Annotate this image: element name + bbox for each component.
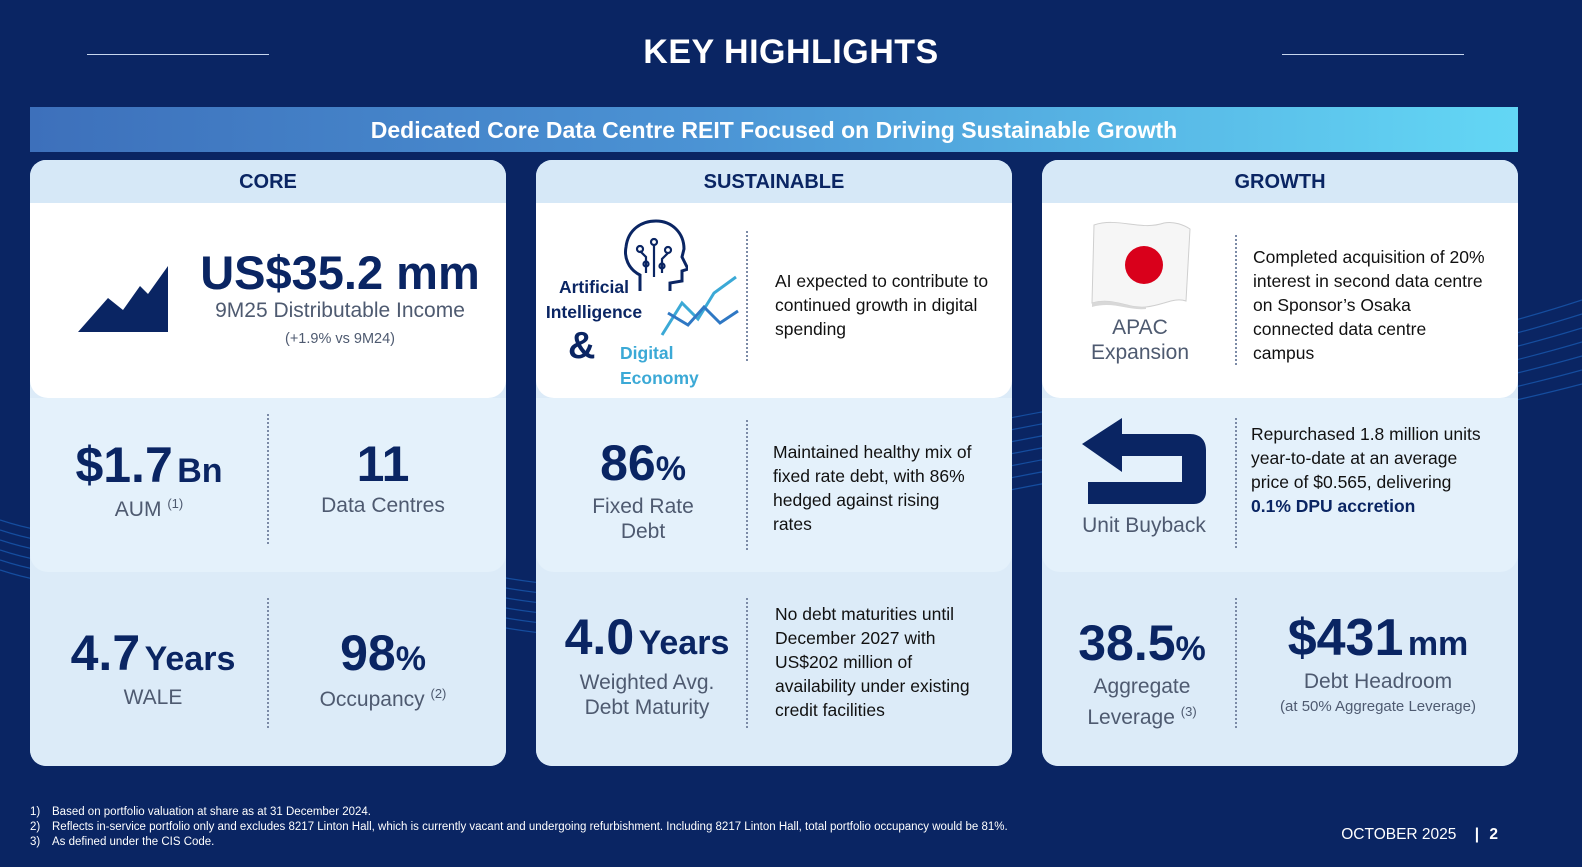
dc-label: Data Centres bbox=[321, 494, 445, 517]
headroom-value: $431 bbox=[1287, 609, 1404, 667]
maturity-block: 4.0 Years Weighted Avg. Debt Maturity bbox=[536, 608, 758, 720]
leverage-value: 38.5 bbox=[1078, 615, 1176, 671]
headroom-block: $431 mm Debt Headroom (at 50% Aggregate … bbox=[1238, 608, 1518, 715]
aum-unit: Bn bbox=[177, 452, 223, 490]
title-rule-left bbox=[87, 54, 269, 55]
apac-label: APAC Expansion bbox=[1062, 315, 1218, 365]
core-bottom-divider bbox=[267, 598, 269, 728]
wale-value: 4.7 bbox=[70, 625, 141, 681]
leverage-note: (3) bbox=[1180, 704, 1197, 719]
de-line2: Economy bbox=[620, 368, 699, 388]
sustainable-mid-divider bbox=[746, 420, 748, 550]
apac-label1: APAC bbox=[1112, 316, 1168, 339]
buyback-description: Repurchased 1.8 million units year-to-da… bbox=[1251, 422, 1481, 518]
income-label: 9M25 Distributable Income bbox=[215, 299, 465, 322]
footnotes: 1) Based on portfolio valuation at share … bbox=[30, 805, 1008, 850]
leverage-unit: % bbox=[1175, 630, 1206, 668]
fixed-rate-unit: % bbox=[655, 450, 686, 488]
wale-label: WALE bbox=[123, 686, 183, 709]
sustainable-bottom-panel: 4.0 Years Weighted Avg. Debt Maturity No… bbox=[536, 572, 1012, 766]
income-value: US$35.2 mm bbox=[200, 246, 480, 299]
ai-description: AI expected to contribute to continued g… bbox=[775, 271, 989, 339]
apac-description: Completed acquisition of 20% interest in… bbox=[1253, 247, 1485, 363]
leverage-label2: Leverage bbox=[1087, 706, 1175, 729]
aum-block: $1.7 Bn AUM (1) bbox=[30, 436, 268, 522]
wale-block: 4.7 Years WALE bbox=[30, 624, 276, 710]
de-line1: Digital bbox=[620, 343, 674, 363]
headroom-label: Debt Headroom bbox=[1303, 670, 1453, 693]
fixed-rate-description: Maintained healthy mix of fixed rate deb… bbox=[773, 442, 972, 534]
maturity-label2: Debt Maturity bbox=[584, 696, 710, 719]
leverage-block: 38.5% Aggregate Leverage (3) bbox=[1042, 614, 1242, 730]
leverage-label1: Aggregate bbox=[1093, 675, 1191, 698]
core-column: CORE US$35.2 mm 9M25 Distributable Incom… bbox=[30, 160, 506, 766]
growth-mid-divider bbox=[1235, 418, 1237, 548]
aum-label: AUM bbox=[114, 498, 162, 521]
occupancy-note: (2) bbox=[430, 686, 447, 701]
sustainable-mid-panel: 86% Fixed Rate Debt Maintained healthy m… bbox=[536, 398, 1012, 572]
core-mid-divider bbox=[267, 414, 269, 544]
headroom-sub: (at 50% Aggregate Leverage) bbox=[1280, 698, 1476, 715]
sustainable-ai-panel: Artificial Intelligence & Digital Econom… bbox=[536, 203, 1012, 398]
core-bottom-panel: 4.7 Years WALE 98% Occupancy (2) bbox=[30, 572, 506, 766]
fixed-rate-label1: Fixed Rate bbox=[592, 495, 694, 518]
sustainable-column: SUSTAINABLE Artificial Intelligence & Di… bbox=[536, 160, 1012, 766]
dc-block: 11 Data Centres bbox=[268, 436, 498, 518]
growth-column: GROWTH APAC Expansion Completed acquisit… bbox=[1042, 160, 1518, 766]
page-number: 2 bbox=[1489, 826, 1498, 843]
income-change: (+1.9% vs 9M24) bbox=[284, 331, 395, 347]
sustainable-bottom-divider bbox=[746, 598, 748, 728]
ai-head-icon bbox=[624, 219, 688, 291]
footnote-3: 3) As defined under the CIS Code. bbox=[30, 836, 215, 848]
banner: Dedicated Core Data Centre REIT Focused … bbox=[30, 107, 1518, 152]
occupancy-label: Occupancy bbox=[319, 688, 425, 711]
footnote-1: 1) Based on portfolio valuation at share … bbox=[30, 806, 372, 818]
ampersand: & bbox=[568, 325, 596, 367]
growth-apac-panel: APAC Expansion Completed acquisition of … bbox=[1042, 203, 1518, 398]
footer-separator: | bbox=[1474, 826, 1480, 843]
ai-line1: Artificial bbox=[558, 277, 630, 297]
page-footer: OCTOBER 2025 | 2 bbox=[1341, 826, 1498, 844]
ai-line2: Intelligence bbox=[545, 302, 643, 322]
page-title: KEY HIGHLIGHTS bbox=[643, 33, 939, 71]
occupancy-block: 98% Occupancy (2) bbox=[268, 624, 498, 712]
aum-value: $1.7 bbox=[75, 437, 173, 493]
ai-text: Artificial Intelligence bbox=[542, 275, 646, 325]
maturity-unit: Years bbox=[638, 624, 730, 662]
japan-flag-icon bbox=[1091, 221, 1191, 310]
growth-bottom-panel: 38.5% Aggregate Leverage (3) $431 mm Deb… bbox=[1042, 572, 1518, 766]
maturity-value: 4.0 bbox=[564, 609, 635, 665]
fixed-rate-label2: Debt bbox=[620, 520, 666, 543]
buyback-text: Repurchased 1.8 million units year-to-da… bbox=[1251, 424, 1481, 492]
maturity-label1: Weighted Avg. bbox=[579, 671, 715, 694]
maturity-description: No debt maturities until December 2027 w… bbox=[775, 604, 970, 720]
de-text: Digital Economy bbox=[620, 341, 699, 391]
growth-top-divider bbox=[1235, 235, 1237, 365]
fixed-rate-value: 86 bbox=[600, 435, 656, 491]
fixed-rate-block: 86% Fixed Rate Debt bbox=[536, 434, 750, 544]
core-mid-panel: $1.7 Bn AUM (1) 11 Data Centres bbox=[30, 398, 506, 572]
apac-label2: Expansion bbox=[1090, 341, 1190, 364]
growth-header: GROWTH bbox=[1042, 160, 1518, 203]
title-rule-right bbox=[1282, 54, 1464, 55]
growth-bottom-divider bbox=[1235, 598, 1237, 728]
trend-lines-icon bbox=[660, 275, 739, 336]
buyback-highlight: 0.1% DPU accretion bbox=[1251, 496, 1416, 516]
core-header: CORE bbox=[30, 160, 506, 203]
core-income-panel: US$35.2 mm 9M25 Distributable Income (+1… bbox=[30, 203, 506, 398]
occupancy-value: 98 bbox=[340, 625, 396, 681]
dc-value: 11 bbox=[356, 436, 410, 492]
buyback-arrow-icon bbox=[1082, 418, 1206, 504]
growth-chart-icon bbox=[78, 266, 168, 332]
buyback-label: Unit Buyback bbox=[1082, 514, 1206, 537]
headroom-unit: mm bbox=[1407, 625, 1469, 663]
occupancy-unit: % bbox=[395, 640, 426, 678]
growth-mid-panel: Unit Buyback Repurchased 1.8 million uni… bbox=[1042, 398, 1518, 572]
sustainable-top-divider bbox=[746, 231, 748, 361]
footer-date: OCTOBER 2025 bbox=[1341, 826, 1457, 843]
wale-unit: Years bbox=[144, 640, 236, 678]
aum-note: (1) bbox=[167, 496, 184, 511]
sustainable-header: SUSTAINABLE bbox=[536, 160, 1012, 203]
footnote-2: 2) Reflects in-service portfolio only and… bbox=[30, 821, 1008, 833]
